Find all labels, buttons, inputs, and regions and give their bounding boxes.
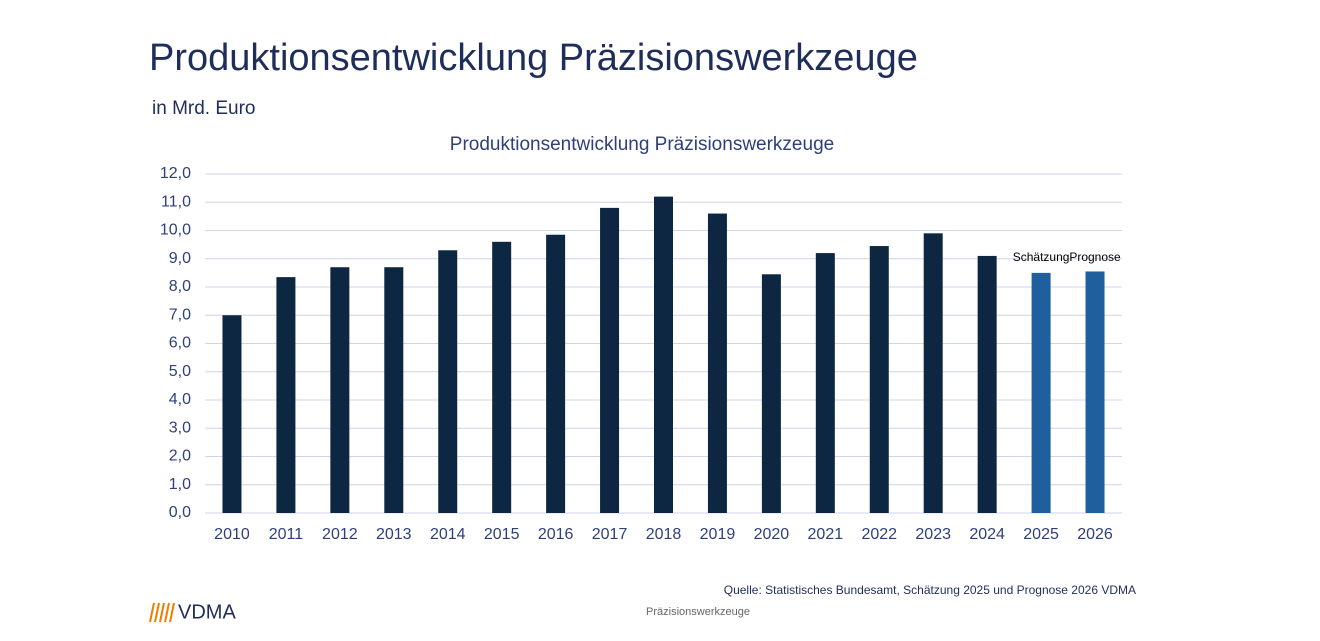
x-tick-label: 2020	[754, 526, 790, 543]
bar	[438, 250, 458, 513]
bar	[869, 246, 889, 513]
annotation: Prognose	[1069, 250, 1121, 264]
bar	[761, 274, 781, 513]
bar	[546, 234, 566, 514]
bar	[815, 253, 835, 513]
x-tick-label: 2014	[430, 526, 466, 543]
y-tick-label: 8,0	[169, 278, 191, 295]
footer: Präzisionswerkzeuge	[646, 606, 750, 618]
logo-mark	[149, 602, 175, 623]
bar	[1031, 272, 1051, 513]
bar	[707, 213, 727, 514]
x-tick-label: 2021	[808, 526, 844, 543]
bar	[1085, 271, 1105, 513]
y-tick-label: 5,0	[169, 363, 191, 380]
bar	[600, 207, 620, 513]
y-tick-label: 6,0	[169, 335, 191, 352]
x-tick-label: 2010	[214, 526, 250, 543]
x-tick-label: 2019	[700, 526, 736, 543]
logo-text: VDMA	[178, 601, 236, 623]
x-tick-label: 2011	[269, 526, 304, 543]
x-tick-label: 2022	[861, 526, 897, 543]
annotation: Schätzung	[1013, 250, 1070, 264]
x-tick-label: 2025	[1023, 526, 1059, 543]
y-tick-label: 10,0	[160, 222, 191, 239]
bar	[384, 267, 404, 513]
y-tick-label: 1,0	[169, 476, 191, 493]
x-tick-label: 2023	[915, 526, 951, 543]
x-tick-label: 2016	[538, 526, 574, 543]
chart-title: Produktionsentwicklung Präzisionswerkzeu…	[450, 134, 834, 155]
y-tick-label: 12,0	[160, 165, 191, 182]
x-tick-label: 2018	[646, 526, 682, 543]
bar	[222, 315, 242, 513]
y-tick-label: 2,0	[169, 448, 191, 465]
y-tick-label: 0,0	[169, 504, 191, 521]
x-tick-label: 2024	[969, 526, 1005, 543]
x-tick-label: 2015	[484, 526, 520, 543]
x-tick-label: 2017	[592, 526, 628, 543]
source-note: Quelle: Statistisches Bundesamt, Schätzu…	[724, 583, 1136, 597]
bar	[654, 196, 673, 513]
bar	[923, 233, 943, 513]
y-tick-label: 4,0	[169, 391, 191, 408]
slide-title: Produktionsentwicklung Präzisionswerkzeu…	[149, 37, 918, 79]
x-tick-label: 2026	[1077, 526, 1113, 543]
bar	[276, 277, 296, 513]
x-tick-label: 2012	[322, 526, 358, 543]
y-tick-label: 9,0	[169, 250, 191, 267]
bar	[330, 267, 350, 513]
y-tick-label: 7,0	[169, 306, 191, 323]
y-tick-label: 11,0	[161, 193, 191, 210]
bar	[492, 241, 512, 514]
bar	[977, 255, 997, 514]
x-tick-label: 2013	[376, 526, 412, 543]
y-tick-label: 3,0	[169, 419, 191, 436]
slide-subtitle: in Mrd. Euro	[152, 98, 255, 119]
